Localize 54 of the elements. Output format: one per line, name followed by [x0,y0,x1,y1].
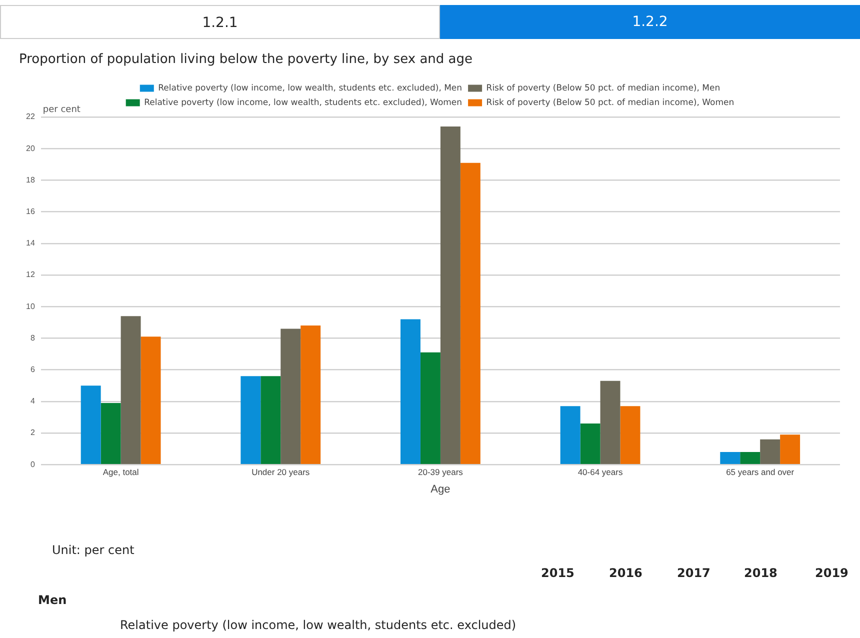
x-tick-label: 65 years and over [726,467,794,478]
text: Relative poverty (low income, low wealth, students etc. excluded) [120,618,516,632]
text: 2017 [677,566,710,580]
y-tick-label: 22 [26,112,36,122]
x-tick-label: Age, total [102,467,139,478]
legend-label: Risk of poverty (Below 50 pct. of median income), Women [486,98,734,108]
text: 2019 [815,566,848,580]
y-tick-label: 6 [30,365,36,374]
legend-label: Relative poverty (low income, low wealth, students etc. excluded), Men [158,83,462,94]
legend-label: Risk of poverty (Below 50 pct. of median income), Men [486,83,720,94]
bar [100,402,121,464]
text: 2015 [541,566,574,580]
bar [80,386,101,464]
bar [620,406,640,464]
y-tick-label: 12 [26,270,36,280]
bar [260,376,281,464]
bar [580,424,600,464]
bar [120,316,141,464]
y-tick-label: 8 [30,333,36,342]
bar [400,319,420,464]
legend-label: Relative poverty (low income, low wealth, students etc. excluded), Women [144,98,462,108]
bar [560,406,580,464]
bar [140,336,161,464]
x-tick-label: 40-64 years [578,467,623,478]
bar [600,380,620,464]
y-tick-label: 10 [26,302,36,311]
y-tick-label: 20 [26,144,36,153]
bar [240,376,261,464]
bar [460,162,480,464]
y-tick-label: 18 [26,175,36,184]
text: 2016 [609,566,642,580]
y-axis-title: per cent [42,104,81,115]
x-tick-label: Under 20 years [252,467,310,478]
y-tick-label: 4 [30,396,36,406]
text: 1.2.1 [0,5,440,39]
bar [440,126,460,464]
x-axis-title: Age [430,483,450,496]
text: Men [38,593,67,607]
x-tick-label: 20-39 years [418,467,463,478]
bar [740,452,760,464]
bar [780,434,800,464]
y-tick-label: 14 [26,238,36,248]
bar [420,352,440,464]
bar [720,452,740,464]
y-tick-label: 0 [30,460,36,469]
bar [760,439,780,464]
text: 2018 [744,566,778,580]
bar [300,326,321,464]
y-tick-label: 2 [30,428,36,438]
bar [280,328,301,464]
chart-title: Proportion of population living below the poverty line, by sex and age [19,52,473,67]
y-tick-label: 16 [26,207,36,216]
text: Unit: per cent [52,543,134,557]
text: 1.2.2 [440,5,860,39]
